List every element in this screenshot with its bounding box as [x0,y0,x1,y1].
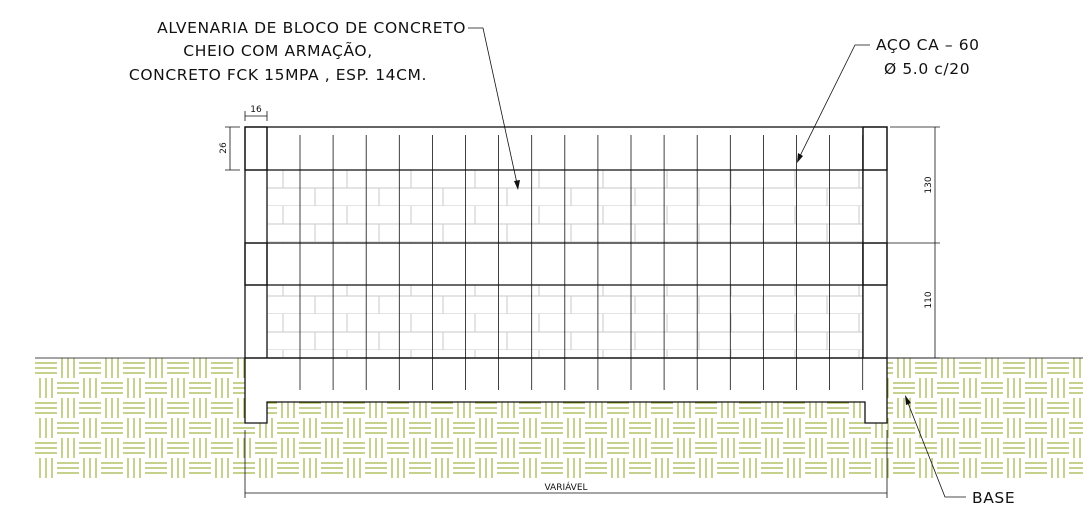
dim-text: VARIÁVEL [544,481,587,493]
footing [244,357,888,424]
dim-text: 16 [250,105,262,115]
label: CHEIO COM ARMAÇÃO, [183,41,372,60]
label: AÇO CA – 60 [876,36,980,54]
label: ALVENARIA DE BLOCO DE CONCRETO [157,19,466,37]
label: BASE [972,489,1015,507]
dim-text: 130 [924,176,934,193]
label: CONCRETO FCK 15MPA , ESP. 14CM. [129,66,427,84]
leaders [468,27,966,498]
label: Ø 5.0 c/20 [884,60,970,78]
dimensions: 16 26 130 110 VARIÁVEL [219,105,940,498]
dim-text: 26 [219,142,229,154]
dim-text: 110 [924,291,934,308]
wall [244,126,888,390]
